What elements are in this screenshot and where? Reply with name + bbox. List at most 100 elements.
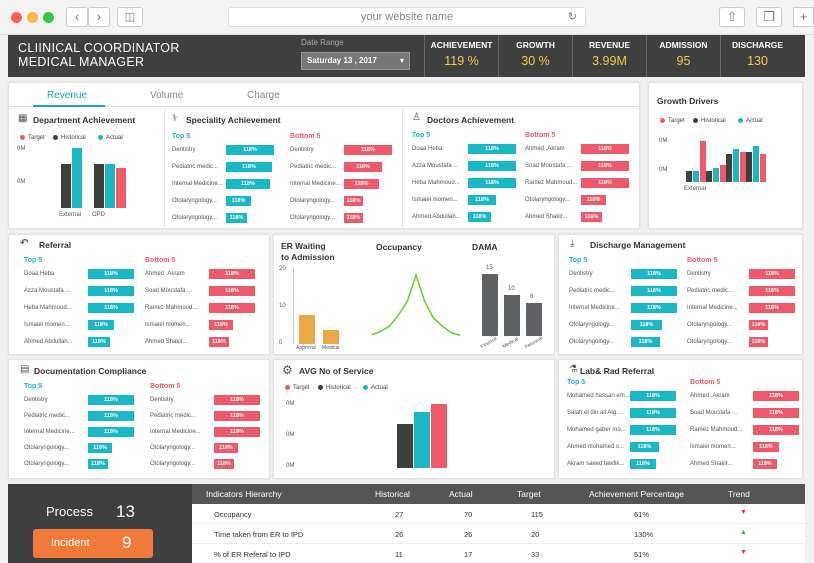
referral-bottom5-heading: Bottom 5	[145, 257, 176, 264]
dept-y-tick: 0M	[17, 179, 26, 185]
new-tab-button[interactable]: +	[793, 7, 814, 27]
doctors-title: Doctors Achievement	[427, 115, 515, 125]
referral-bottom-name: Ramez Mahmoud...	[145, 305, 198, 311]
title-line-2: MEDICAL MANAGER	[18, 55, 145, 69]
er-bar	[323, 330, 339, 344]
referral-bottom-bar: 118%	[209, 320, 233, 330]
documentation-bottom-name: Dentistry	[150, 397, 174, 403]
table-header-cell: Actual	[449, 489, 473, 499]
table-header-cell: Indicators Hierarchy	[206, 489, 282, 499]
bar-actual	[72, 148, 82, 208]
address-bar[interactable]: your website name ↻	[228, 7, 586, 27]
tab-revenue[interactable]: Revenue	[47, 90, 88, 101]
sidebar-toggle-button[interactable]: ◫	[117, 7, 143, 27]
legend-dot-icon	[693, 118, 698, 123]
discharge-top-name: Internal Medicine...	[569, 305, 620, 311]
growth-y-tick: 0M	[659, 167, 668, 173]
incident-badge[interactable]: Incident 9	[33, 529, 153, 558]
doctors-bottom-bar: 118%	[581, 161, 629, 171]
speciality-top-bar: 118%	[226, 196, 251, 206]
kpi-discharge: DISCHARGE 130	[720, 35, 794, 77]
doctors-top5-heading: Top 5	[412, 132, 431, 139]
active-tab-indicator	[33, 105, 105, 107]
speciality-bottom5-heading: Bottom 5	[290, 133, 321, 140]
legend-actual: Actual	[738, 118, 763, 124]
table-cell-target: 33	[531, 550, 540, 559]
documentation-bottom5-heading: Bottom 5	[150, 383, 181, 390]
discharge-bottom-bar: 118%	[749, 320, 768, 330]
table-cell-historical: 27	[395, 510, 404, 519]
documentation-top-bar: 118%	[88, 443, 112, 453]
tab-charge[interactable]: Charge	[247, 90, 280, 101]
maximize-window-icon[interactable]	[43, 12, 54, 23]
documentation-bottom-bar: 118%	[214, 443, 238, 453]
referral-top-name: Ahmed Abdullah...	[24, 339, 73, 345]
table-cell-name: Time taken from ER to IPD	[214, 530, 304, 539]
legend-target: Target	[20, 135, 45, 141]
speciality-bottom-name: Otolaryngology...	[290, 215, 335, 221]
dama-value-label: 15	[486, 265, 493, 271]
date-value: Saturday 13 , 2017	[307, 56, 377, 65]
kpi-value: 3.99M	[592, 54, 627, 68]
dept-title: Department Achievement	[33, 115, 136, 125]
speciality-top-name: Otolaryngology...	[172, 215, 217, 221]
bar-target	[116, 168, 126, 208]
growth-card	[648, 82, 803, 229]
table-cell-target: 20	[531, 530, 540, 539]
avg-y-tick: 0M	[286, 463, 295, 469]
dept-y-tick: 0M	[17, 146, 26, 152]
minimize-window-icon[interactable]	[27, 12, 38, 23]
summary-panel: Process 13 Incident 9	[8, 484, 192, 563]
bar-historical	[94, 164, 104, 208]
er-y-axis	[293, 268, 294, 344]
tabs-button[interactable]: ❐	[756, 7, 782, 27]
discharge-top-bar: 118%	[631, 303, 677, 313]
labrad-bottom-name: Soad Moustafa ...	[690, 410, 738, 416]
kpi-value: 119 %	[444, 54, 479, 68]
documentation-bottom-bar: 118%	[214, 427, 260, 437]
discharge-bottom-bar: 118%	[749, 303, 795, 313]
speciality-top-bar: 118%	[226, 213, 247, 223]
bar-historical	[686, 171, 692, 182]
forward-button[interactable]: ›	[88, 7, 110, 27]
referral-top-name: Doaa Heba	[24, 271, 55, 277]
avg-y-tick: 0M	[286, 432, 295, 438]
speciality-bottom-name: Pediatric medic...	[290, 164, 337, 170]
legend-label: Actual	[371, 385, 388, 392]
legend-dot-icon	[660, 118, 665, 123]
documentation-bottom-name: Otolaryngology...	[150, 445, 195, 451]
legend-target: Target	[660, 118, 685, 124]
documentation-top-name: Otolaryngology...	[24, 461, 69, 467]
tab-volume[interactable]: Volume	[150, 90, 184, 101]
discharge-bottom-name: Dentistry	[687, 271, 711, 277]
referral-top-bar: 118%	[88, 320, 114, 330]
speciality-top-bar: 118%	[226, 145, 274, 155]
occupancy-line	[371, 272, 461, 337]
er-x-label: Medical	[322, 345, 340, 351]
reload-icon[interactable]: ↻	[567, 11, 577, 23]
back-button[interactable]: ‹	[66, 7, 88, 27]
legend-dot-icon	[53, 135, 58, 140]
avg-y-tick: 0M	[286, 401, 295, 407]
referral-bottom-name: Ismaiel momen...	[145, 322, 191, 328]
labrad-top-name: Ahmed mohamed s...	[567, 444, 625, 450]
legend-target: Target	[285, 385, 310, 391]
doctors-top-bar: 118%	[468, 161, 516, 171]
discharge-bottom-name: Otolaryngology...	[687, 339, 732, 345]
bar-actual	[713, 168, 719, 182]
labrad-top-bar: 118%	[630, 391, 676, 401]
referral-bottom-bar: 118%	[209, 337, 229, 347]
legend-actual: Actual	[98, 135, 123, 141]
table-row: Time taken from ER to IPD 26 26 20 130% ▲	[192, 524, 805, 544]
legend-label: Historical	[326, 385, 351, 392]
trend-down-icon: ▼	[740, 509, 747, 516]
referral-top5-heading: Top 5	[24, 257, 43, 264]
share-button[interactable]: ⇧	[719, 7, 745, 27]
legend-label: Historical	[701, 118, 726, 125]
close-window-icon[interactable]	[11, 12, 22, 23]
referral-bottom-name: Soad Moustafa ...	[145, 288, 193, 294]
occupancy-title: Occupancy	[376, 242, 422, 252]
labrad-bottom-bar: 118%	[753, 408, 799, 418]
date-range-select[interactable]: Saturday 13 , 2017 ▾	[301, 52, 410, 70]
speciality-bottom-bar: 118%	[344, 145, 392, 155]
